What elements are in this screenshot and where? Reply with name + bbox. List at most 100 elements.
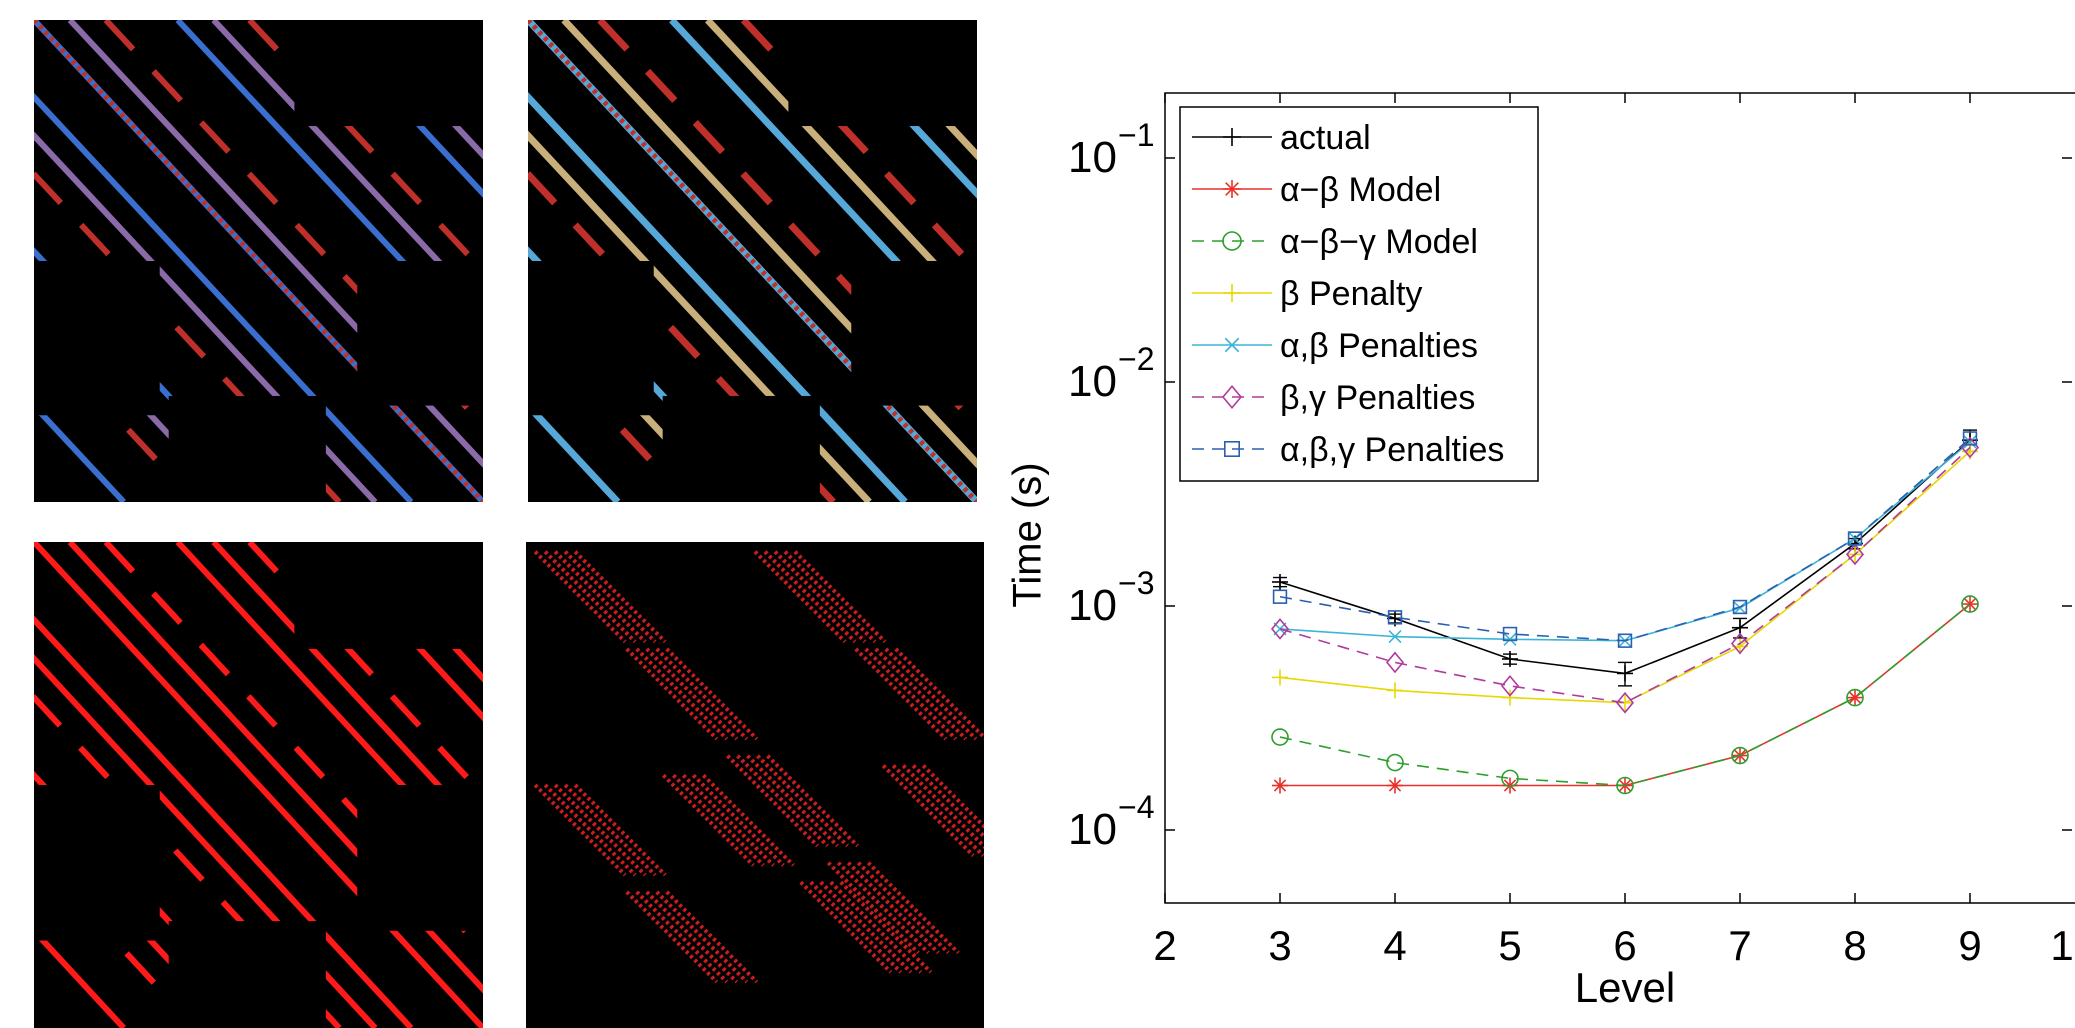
sparsity-pattern-top-left-plot-diagonal <box>34 285 234 502</box>
sparsity-pattern-bottom-right-plot-cluster <box>854 647 984 741</box>
sparsity-pattern-bottom-right-plot <box>533 550 984 984</box>
sparsity-pattern-top-right-plot-diagonal <box>528 91 908 502</box>
data-point <box>1272 777 1288 794</box>
data-point <box>1501 769 1519 788</box>
sparsity-pattern-top-left-plot-diagonal <box>34 401 126 502</box>
legend-label: β,γ Penalties <box>1280 379 1475 417</box>
legend-box <box>1179 106 1539 482</box>
y-tick-label: 10 −2 <box>1068 341 1154 406</box>
data-point <box>1272 669 1288 686</box>
data-point <box>1270 618 1290 640</box>
data-point <box>1615 691 1635 714</box>
x-tick-label: 9 <box>1958 922 1981 969</box>
svg-text:−2: −2 <box>1118 341 1154 377</box>
data-point <box>1387 610 1403 625</box>
data-point <box>1616 776 1634 795</box>
legend-label: actual <box>1280 119 1371 157</box>
data-point <box>1387 682 1403 699</box>
series-line <box>1279 437 1971 642</box>
legend-entry: α−β Model <box>1192 171 1441 209</box>
data-point <box>1387 777 1403 794</box>
x-axis-label: Level <box>1575 964 1675 1011</box>
legend-label: β Penalty <box>1280 275 1422 313</box>
sparsity-pattern-top-left-plot-empty-block <box>34 261 160 416</box>
data-point <box>1502 689 1518 706</box>
data-point <box>1847 689 1863 706</box>
x-tick-label: 8 <box>1843 922 1866 969</box>
x-tick-label: 7 <box>1728 922 1751 969</box>
x-tick-labels: 2 3 4 5 6 7 8 9 1 <box>1153 922 2073 969</box>
data-point <box>1272 573 1288 590</box>
y-tick-label: 10 −3 <box>1068 565 1154 630</box>
sparsity-pattern-top-left-plot-diagonal <box>103 20 483 430</box>
sparsity-pattern-top-right-plot <box>528 20 977 502</box>
series-line <box>1279 603 1971 787</box>
legend-entry: β,γ Penalties <box>1192 379 1475 417</box>
sparsity-pattern-bottom-left-plot-diagonal <box>34 615 414 1028</box>
y-tick-label: 10 −1 <box>1068 117 1154 182</box>
sparsity-pattern-bottom-left-plot-diagonal <box>34 926 127 1028</box>
y-axis-label: Time (s) <box>1006 462 1050 607</box>
x-tick-label: 6 <box>1613 922 1636 969</box>
y-tick-labels: 10−410−310−210−1 <box>1068 117 1154 854</box>
sparsity-pattern-bottom-left-plot-diagonal <box>34 809 234 1028</box>
legend-entry: α,β Penalties <box>1192 327 1478 365</box>
sparsity-pattern-top-left-plot-diagonal <box>67 20 483 468</box>
sparsity-pattern-bottom-right <box>526 542 984 1028</box>
sparsity-pattern-bottom-left-plot-empty-block <box>294 542 483 649</box>
sparsity-pattern-top-right-plot-diagonal <box>597 20 977 431</box>
sparsity-pattern-top-right-plot-empty-block <box>528 261 654 416</box>
data-point <box>1961 595 1979 613</box>
sparsity-pattern-bottom-left-plot-empty-block <box>34 785 160 941</box>
sparsity-pattern-top-left-plot-empty-block <box>294 20 483 127</box>
data-point <box>1502 626 1518 642</box>
x-tick-label: 2 <box>1153 922 1176 969</box>
x-tick-label: 5 <box>1498 922 1521 969</box>
y-tick-label: 10 −4 <box>1068 789 1154 854</box>
legend-entry: β Penalty <box>1192 275 1422 313</box>
sparsity-pattern-bottom-left-plot <box>34 542 483 1028</box>
sparsity-pattern-top-right <box>528 20 977 502</box>
sparsity-pattern-top-left-plot-empty-block <box>168 395 326 502</box>
sparsity-pattern-bottom-right-plot-cluster <box>753 550 887 644</box>
sparsity-pattern-top-right-plot-empty-block <box>662 395 820 502</box>
data-point <box>1386 753 1404 772</box>
sparsity-pattern-bottom-left-plot-empty-block <box>168 921 326 1028</box>
sparsity-pattern-top-left <box>34 20 483 502</box>
data-point <box>1733 601 1747 615</box>
legend-entry: α,β,γ Penalties <box>1192 431 1504 469</box>
sparsity-pattern-top-right-plot-main-diagonal <box>528 20 977 502</box>
data-point <box>1963 435 1977 449</box>
sparsity-pattern-bottom-right-plot-cluster <box>533 550 667 644</box>
plot-frame <box>1164 92 2075 904</box>
svg-text:10: 10 <box>1068 581 1117 630</box>
data-point <box>1502 650 1518 667</box>
sparsity-pattern-top-right-plot-diagonal <box>561 20 977 469</box>
legend-label: α−β−γ Model <box>1280 223 1478 261</box>
sparsity-pattern-top-left-plot-empty-block <box>357 261 483 406</box>
data-point <box>1845 543 1865 566</box>
svg-text:−1: −1 <box>1118 117 1154 153</box>
data-point <box>1503 632 1517 646</box>
legend-entry: α−β−γ Model <box>1192 223 1478 261</box>
sparsity-pattern-top-left-plot-diagonal <box>34 92 414 502</box>
data-point <box>1617 633 1633 648</box>
data-point <box>1385 651 1405 674</box>
data-point <box>1502 777 1518 794</box>
legend: actual α−β Model α−β−γ Model β Penalty α,β P… <box>1179 106 1539 482</box>
sparsity-pattern-top-left-plot-main-diagonal <box>34 20 483 502</box>
sparsity-pattern-bottom-right-plot-cluster <box>661 773 795 867</box>
sparsity-pattern-top-left-plot <box>34 20 483 502</box>
sparsity-pattern-bottom-left-plot-empty-block <box>357 785 483 931</box>
data-point <box>1617 661 1633 687</box>
axis-ticks <box>1164 93 2072 903</box>
data-point <box>1962 431 1978 446</box>
sparsity-pattern-bottom-right-plot-cluster <box>625 890 759 984</box>
series-line <box>1279 446 1971 704</box>
svg-text:−3: −3 <box>1118 565 1154 601</box>
data-point <box>1846 688 1864 707</box>
svg-text:−4: −4 <box>1118 789 1154 825</box>
data-point <box>1847 531 1863 546</box>
data-point <box>1272 589 1288 604</box>
